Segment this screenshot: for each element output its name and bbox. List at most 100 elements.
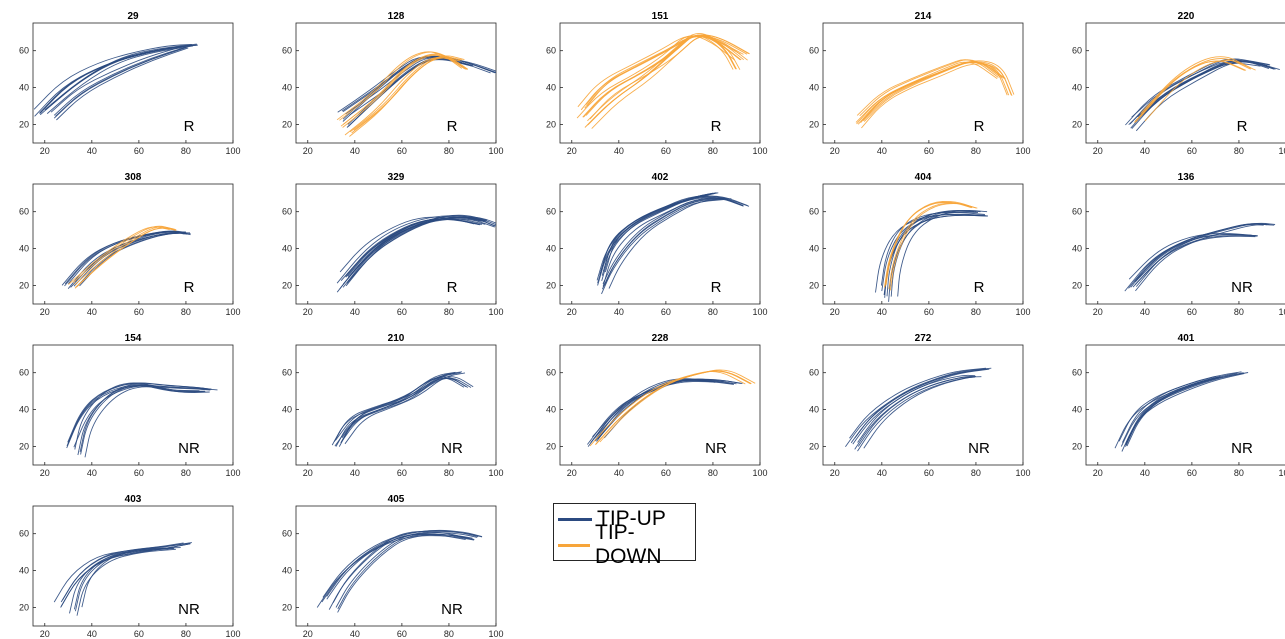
panel-403: 403 20 40 60 80 100 20 40 60 NR — [19, 494, 241, 639]
x-tick-label: 80 — [1234, 307, 1244, 317]
x-tick-label: 20 — [303, 307, 313, 317]
trace-tip-up — [66, 384, 211, 447]
panel-title: 329 — [388, 172, 405, 183]
y-tick-label: 60 — [546, 207, 556, 217]
x-tick-label: 40 — [614, 307, 624, 317]
x-tick-label: 20 — [1093, 468, 1103, 478]
curves — [331, 371, 474, 447]
x-tick-label: 80 — [181, 468, 191, 478]
trace-tip-down — [855, 61, 998, 123]
y-tick-label: 20 — [282, 281, 292, 291]
x-tick-label: 100 — [1015, 468, 1030, 478]
panel-title: 405 — [388, 494, 405, 505]
legend-swatch-tip-down — [558, 543, 591, 547]
trace-tip-up — [608, 198, 732, 289]
trace-tip-up — [1128, 233, 1252, 280]
y-tick-label: 60 — [546, 368, 556, 378]
x-tick-label: 80 — [444, 629, 454, 639]
x-tick-label: 40 — [350, 468, 360, 478]
x-tick-label: 60 — [661, 146, 671, 156]
x-tick-label: 20 — [567, 146, 577, 156]
panel-title: 308 — [125, 172, 142, 183]
trace-tip-up — [67, 382, 212, 443]
y-tick-label: 60 — [282, 529, 292, 539]
x-tick-label: 20 — [303, 468, 313, 478]
trace-tip-down — [339, 51, 465, 121]
panel-401: 401 20 40 60 80 100 20 40 60 NR — [1072, 333, 1285, 478]
trace-tip-up — [337, 535, 475, 613]
x-tick-label: 100 — [1278, 146, 1285, 156]
curves — [33, 43, 198, 121]
trace-tip-down — [599, 369, 756, 443]
x-tick-label: 20 — [40, 468, 50, 478]
x-tick-label: 40 — [87, 307, 97, 317]
y-tick-label: 60 — [19, 46, 29, 56]
panel-title: 151 — [652, 11, 669, 22]
trace-tip-up — [602, 197, 726, 284]
x-tick-label: 40 — [350, 629, 360, 639]
trace-tip-down — [1133, 60, 1245, 123]
x-tick-label: 60 — [1187, 146, 1197, 156]
panel-annotation: NR — [1231, 279, 1253, 296]
trace-tip-down — [336, 51, 463, 121]
panel-402: 402 20 40 60 80 100 20 40 60 R — [546, 172, 768, 317]
trace-tip-up — [1125, 376, 1221, 446]
x-tick-label: 80 — [708, 146, 718, 156]
x-tick-label: 40 — [350, 307, 360, 317]
x-tick-label: 100 — [752, 468, 767, 478]
y-tick-label: 20 — [809, 281, 819, 291]
y-tick-label: 40 — [1072, 244, 1082, 254]
x-tick-label: 60 — [661, 468, 671, 478]
axes-box — [295, 505, 497, 627]
x-tick-label: 40 — [1140, 307, 1150, 317]
trace-tip-down — [1144, 59, 1256, 122]
x-tick-label: 80 — [708, 307, 718, 317]
panel-128: 128 20 40 60 80 100 20 40 60 R — [282, 11, 504, 156]
curves — [576, 32, 750, 129]
trace-tip-up — [53, 542, 184, 603]
x-tick-label: 40 — [350, 146, 360, 156]
x-tick-label: 100 — [1278, 307, 1285, 317]
trace-tip-up — [601, 195, 748, 282]
axes-box — [295, 183, 497, 305]
trace-tip-up — [74, 382, 200, 450]
trace-tip-up — [53, 46, 187, 116]
panel-annotation: NR — [441, 601, 463, 618]
panel-title: 128 — [388, 11, 405, 22]
trace-tip-up — [322, 530, 479, 598]
legend-item-tip-up: TIP-UP — [558, 506, 666, 532]
panel-annotation: R — [447, 279, 458, 296]
trace-tip-up — [344, 372, 466, 445]
x-tick-label: 80 — [444, 468, 454, 478]
trace-tip-up — [76, 548, 176, 616]
trace-tip-down — [863, 61, 1006, 122]
y-tick-label: 40 — [546, 405, 556, 415]
x-tick-label: 60 — [661, 307, 671, 317]
x-tick-label: 20 — [1093, 307, 1103, 317]
panel-title: 228 — [652, 333, 669, 344]
x-tick-label: 40 — [877, 468, 887, 478]
x-tick-label: 100 — [488, 629, 503, 639]
y-tick-label: 20 — [546, 442, 556, 452]
trace-tip-up — [53, 47, 187, 119]
panel-annotation: NR — [968, 440, 990, 457]
x-tick-label: 20 — [830, 146, 840, 156]
y-tick-label: 40 — [809, 244, 819, 254]
x-tick-label: 40 — [1140, 468, 1150, 478]
trace-tip-up — [64, 231, 187, 287]
x-tick-label: 100 — [225, 146, 240, 156]
trace-tip-up — [1133, 233, 1257, 283]
y-tick-label: 40 — [19, 405, 29, 415]
panel-210: 210 20 40 60 80 100 20 40 60 NR — [282, 333, 504, 478]
legend-label-tip-up: TIP-UP — [597, 507, 666, 530]
x-tick-label: 80 — [708, 468, 718, 478]
y-tick-label: 60 — [282, 46, 292, 56]
x-tick-label: 20 — [303, 146, 313, 156]
y-tick-label: 60 — [1072, 46, 1082, 56]
panel-151: 151 20 40 60 80 100 20 40 60 R — [546, 11, 768, 156]
panel-272: 272 20 40 60 80 100 20 40 60 NR — [809, 333, 1031, 478]
trace-tip-up — [77, 385, 203, 456]
x-tick-label: 60 — [1187, 468, 1197, 478]
y-tick-label: 20 — [546, 120, 556, 130]
panel-329: 329 20 40 60 80 100 20 40 60 R — [282, 172, 504, 317]
